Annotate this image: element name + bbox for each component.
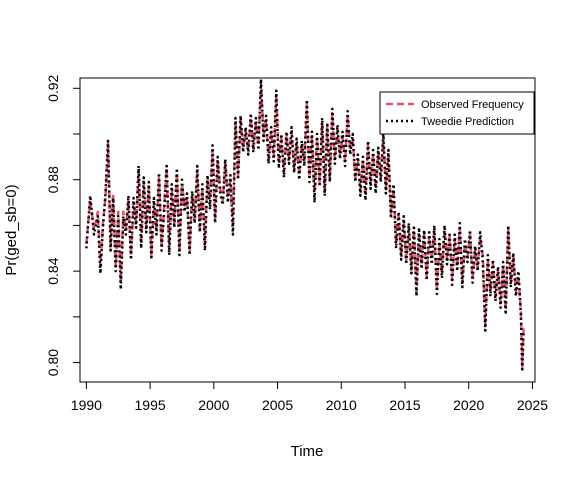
x-tick-label: 2000 [198, 397, 229, 413]
y-tick-label: 0.92 [45, 74, 61, 101]
legend-label-observed: Observed Frequency [421, 99, 524, 111]
y-tick-label: 0.84 [45, 257, 61, 284]
legend-box [379, 91, 535, 135]
series-line-tweedie [85, 77, 525, 373]
y-tick-label: 0.80 [45, 349, 61, 376]
y-tick-label: 0.88 [45, 166, 61, 193]
y-axis-title: Pr(ged_sb=0) [3, 184, 20, 275]
x-tick-label: 2025 [517, 397, 548, 413]
x-tick-label: 2015 [389, 397, 420, 413]
x-axis-title: Time [291, 443, 324, 460]
x-axis: 1990 1995 2000 2005 2010 2015 2020 2025 [71, 381, 548, 413]
x-tick-label: 2020 [453, 397, 484, 413]
x-tick-label: 1990 [71, 397, 102, 413]
x-tick-label: 2010 [326, 397, 357, 413]
legend: Observed Frequency Tweedie Prediction [379, 91, 535, 135]
x-tick-label: 1995 [135, 397, 166, 413]
legend-label-tweedie: Tweedie Prediction [421, 116, 514, 128]
x-tick-label: 2005 [262, 397, 293, 413]
y-axis: 0.80 0.84 0.88 0.92 [45, 74, 81, 376]
series-layer [85, 77, 525, 373]
